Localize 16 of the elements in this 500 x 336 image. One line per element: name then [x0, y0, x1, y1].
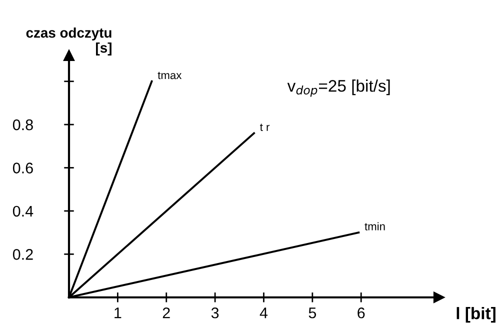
series-label: tmin	[364, 222, 385, 230]
x-tick-label: 1	[114, 308, 122, 318]
y-tick-label: 0.6	[12, 162, 33, 174]
y-tick-label: 0.8	[12, 119, 33, 130]
y-tick-label: 0.4	[12, 206, 34, 217]
x-tick-label: 6	[358, 307, 365, 318]
series-label: tmax	[158, 72, 182, 80]
x-axis-title: l [bit]	[456, 307, 496, 323]
annotation: v$_{dop}$=25 [bit/s]	[287, 80, 390, 97]
x-tick-label: 3	[211, 307, 219, 318]
y-tick-label: 0.2	[12, 249, 33, 260]
series-label: t r	[260, 124, 270, 131]
x-tick-label: 4	[260, 308, 268, 318]
y-axis-title: czas odczytu [s]	[26, 28, 112, 56]
x-tick-label: 2	[162, 307, 170, 318]
x-tick-label: 5	[308, 308, 316, 318]
